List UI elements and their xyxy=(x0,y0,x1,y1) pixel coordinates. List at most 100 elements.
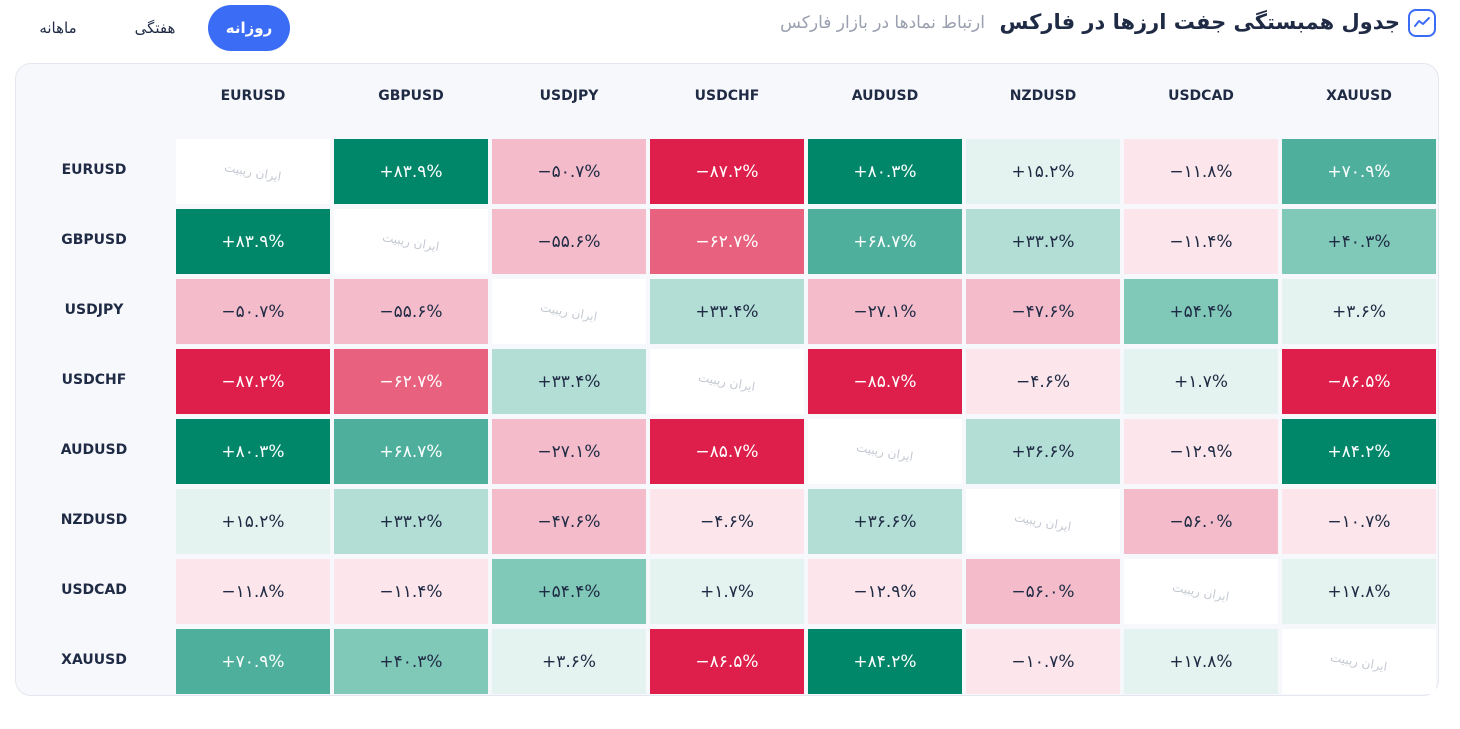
correlation-value: +۴۰.۳% xyxy=(1327,231,1391,252)
correlation-cell: +۵۴.۴% xyxy=(1124,279,1278,344)
correlation-cell: +۸۴.۲% xyxy=(808,629,962,694)
correlation-value: −۵۰.۷% xyxy=(221,301,285,322)
row-header: GBPUSD xyxy=(61,232,127,248)
correlation-cell: −۵۶.۰% xyxy=(966,559,1120,624)
correlation-cell: −۲۷.۱% xyxy=(492,419,646,484)
correlation-cell: +۸۴.۲% xyxy=(1282,419,1436,484)
title: جدول همبستگی جفت ارزها در فارکس xyxy=(999,10,1401,34)
correlation-cell: +۷۰.۹% xyxy=(1282,139,1436,204)
row-header: USDCAD xyxy=(61,582,127,598)
correlation-value: −۲۷.۱% xyxy=(853,301,917,322)
correlation-cell: −۱۱.۸% xyxy=(176,559,330,624)
row-header: XAUUSD xyxy=(61,652,127,668)
correlation-cell: +۶۸.۷% xyxy=(334,419,488,484)
correlation-cell: −۴۷.۶% xyxy=(492,489,646,554)
correlation-cell: −۱۱.۸% xyxy=(1124,139,1278,204)
correlation-value: −۴.۶% xyxy=(1015,371,1071,392)
column-header: NZDUSD xyxy=(1009,88,1077,104)
diagonal-cell: ایران ریبیت xyxy=(1124,559,1278,624)
correlation-cell: +۷۰.۹% xyxy=(176,629,330,694)
correlation-value: −۸۷.۲% xyxy=(695,161,759,182)
correlation-cell: −۸۷.۲% xyxy=(650,139,804,204)
correlation-value: −۱۱.۸% xyxy=(221,581,285,602)
correlation-value: −۱۱.۸% xyxy=(1169,161,1233,182)
column-header: USDJPY xyxy=(539,88,599,104)
diagonal-cell: ایران ریبیت xyxy=(808,419,962,484)
correlation-cell: −۴.۶% xyxy=(650,489,804,554)
correlation-cell: −۱۱.۴% xyxy=(1124,209,1278,274)
correlation-value: −۶۲.۷% xyxy=(695,231,759,252)
correlation-value: −۸۵.۷% xyxy=(853,371,917,392)
correlation-value: +۱۷.۸% xyxy=(1169,651,1233,672)
correlation-value: −۱۲.۹% xyxy=(853,581,917,602)
column-header: XAUUSD xyxy=(1326,88,1392,104)
watermark-text: ایران ریبیت xyxy=(855,439,915,464)
correlation-value: −۱۱.۴% xyxy=(379,581,443,602)
correlation-cell: −۶۲.۷% xyxy=(334,349,488,414)
correlation-value: −۱۲.۹% xyxy=(1169,441,1233,462)
correlation-cell: −۶۲.۷% xyxy=(650,209,804,274)
correlation-value: −۵۶.۰% xyxy=(1169,511,1233,532)
correlation-value: +۶۸.۷% xyxy=(379,441,443,462)
column-header: AUDUSD xyxy=(851,88,919,104)
correlation-cell: +۱۷.۸% xyxy=(1282,559,1436,624)
correlation-cell: −۱۰.۷% xyxy=(966,629,1120,694)
chart-icon xyxy=(1408,9,1436,37)
tab[interactable]: روزانه xyxy=(208,5,290,51)
correlation-value: +۶۸.۷% xyxy=(853,231,917,252)
correlation-cell: −۴.۶% xyxy=(966,349,1120,414)
correlation-cell: −۸۷.۲% xyxy=(176,349,330,414)
correlation-cell: −۸۵.۷% xyxy=(650,419,804,484)
correlation-value: +۴۰.۳% xyxy=(379,651,443,672)
column-header: USDCHF xyxy=(694,88,760,104)
correlation-cell: −۸۵.۷% xyxy=(808,349,962,414)
correlation-cell: +۳۳.۴% xyxy=(650,279,804,344)
correlation-cell: −۱۲.۹% xyxy=(1124,419,1278,484)
correlation-cell: +۱۵.۲% xyxy=(966,139,1120,204)
watermark-text: ایران ریبیت xyxy=(697,369,757,394)
correlation-value: −۱۰.۷% xyxy=(1327,511,1391,532)
correlation-cell: +۳۳.۲% xyxy=(966,209,1120,274)
correlation-value: +۳۶.۶% xyxy=(1011,441,1075,462)
correlation-cell: −۸۶.۵% xyxy=(1282,349,1436,414)
row-header: EURUSD xyxy=(61,162,127,178)
correlation-cell: −۵۵.۶% xyxy=(492,209,646,274)
correlation-cell: −۱۱.۴% xyxy=(334,559,488,624)
correlation-value: −۵۶.۰% xyxy=(1011,581,1075,602)
correlation-cell: −۲۷.۱% xyxy=(808,279,962,344)
diagonal-cell: ایران ریبیت xyxy=(492,279,646,344)
correlation-cell: +۱.۷% xyxy=(1124,349,1278,414)
watermark-text: ایران ریبیت xyxy=(1329,649,1389,674)
correlation-value: −۴.۶% xyxy=(699,511,755,532)
correlation-value: +۵۴.۴% xyxy=(537,581,601,602)
correlation-value: −۵۰.۷% xyxy=(537,161,601,182)
correlation-cell: +۳۶.۶% xyxy=(966,419,1120,484)
correlation-value: −۱۰.۷% xyxy=(1011,651,1075,672)
correlation-value: +۱۷.۸% xyxy=(1327,581,1391,602)
tab[interactable]: ماهانه xyxy=(39,19,77,37)
correlation-value: +۸۴.۲% xyxy=(853,651,917,672)
diagonal-cell: ایران ریبیت xyxy=(334,209,488,274)
correlation-value: −۸۶.۵% xyxy=(695,651,759,672)
correlation-value: +۳۶.۶% xyxy=(853,511,917,532)
tab[interactable]: هفتگی xyxy=(134,19,176,37)
watermark-text: ایران ریبیت xyxy=(1171,579,1231,604)
correlation-value: −۶۲.۷% xyxy=(379,371,443,392)
row-header: USDCHF xyxy=(61,372,127,388)
correlation-value: +۱.۷% xyxy=(699,581,755,602)
correlation-value: +۸۴.۲% xyxy=(1327,441,1391,462)
correlation-value: +۳.۶% xyxy=(541,651,597,672)
column-header: EURUSD xyxy=(220,88,286,104)
correlation-cell: +۸۰.۳% xyxy=(176,419,330,484)
column-header: GBPUSD xyxy=(378,88,444,104)
correlation-value: +۸۳.۹% xyxy=(221,231,285,252)
correlation-cell: −۵۰.۷% xyxy=(492,139,646,204)
column-header: USDCAD xyxy=(1168,88,1234,104)
correlation-value: +۷۰.۹% xyxy=(1327,161,1391,182)
correlation-value: −۸۶.۵% xyxy=(1327,371,1391,392)
correlation-cell: +۳.۶% xyxy=(492,629,646,694)
correlation-value: −۴۷.۶% xyxy=(1011,301,1075,322)
correlation-cell: +۱۷.۸% xyxy=(1124,629,1278,694)
correlation-cell: −۵۰.۷% xyxy=(176,279,330,344)
